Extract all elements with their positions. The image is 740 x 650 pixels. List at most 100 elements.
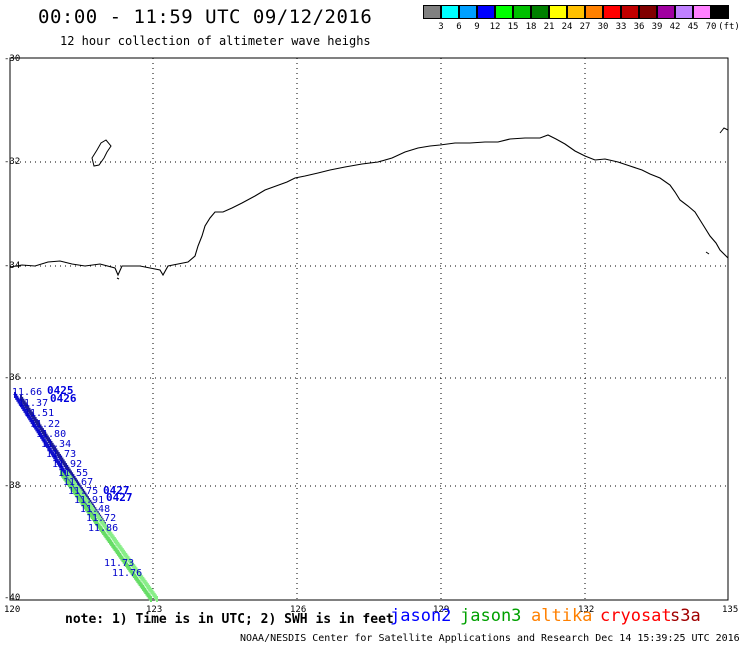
track-point	[69, 470, 72, 477]
track-point	[28, 414, 31, 421]
track-point	[140, 573, 143, 580]
track-point	[104, 524, 107, 531]
track-point	[23, 400, 26, 407]
track-point	[118, 551, 121, 558]
track-point	[63, 461, 66, 468]
track-point	[129, 567, 132, 574]
track-point	[145, 581, 148, 588]
color-scale-label: 21	[543, 22, 555, 32]
track-point	[99, 516, 102, 523]
track-point	[76, 490, 79, 497]
track-point	[135, 567, 138, 574]
track-point	[15, 393, 18, 400]
track-point	[57, 452, 60, 459]
track-point	[111, 541, 114, 548]
track-point	[113, 544, 116, 551]
track-point	[39, 424, 42, 431]
track-point	[131, 570, 134, 577]
track-point	[79, 489, 82, 496]
track-point	[121, 556, 124, 563]
track-point	[141, 575, 144, 582]
track-point	[55, 456, 58, 463]
lat-label: -30	[4, 54, 20, 64]
track-point	[136, 568, 139, 575]
track-point	[36, 427, 39, 434]
track-point	[85, 497, 88, 504]
color-swatch	[567, 5, 585, 19]
track-point	[73, 475, 76, 482]
track-point	[56, 450, 59, 457]
track-point	[63, 469, 66, 476]
track-point	[73, 481, 76, 488]
track-point	[60, 455, 63, 462]
color-scale-label: 18	[525, 22, 537, 32]
track-point	[156, 596, 158, 602]
track-point	[105, 525, 108, 532]
track-point	[117, 541, 120, 548]
track-point	[143, 586, 146, 593]
track-point	[34, 423, 37, 430]
track-point	[54, 455, 57, 462]
track-point	[71, 477, 74, 484]
track-point	[93, 516, 96, 523]
color-scale-bar	[423, 5, 729, 19]
track-point	[61, 466, 64, 473]
track-point	[50, 449, 53, 456]
track-point	[87, 500, 90, 507]
track-point	[128, 565, 131, 572]
track-point	[77, 485, 80, 492]
footer-note: note: 1) Time is in UTC; 2) SWH is in fe…	[65, 612, 394, 627]
track-point	[99, 525, 102, 532]
track-point	[134, 573, 137, 580]
map-gridlines	[10, 58, 728, 600]
track-point	[78, 492, 81, 499]
track-point	[48, 445, 51, 452]
track-point	[144, 580, 147, 587]
track-point	[82, 488, 85, 495]
swh-value: 11.55	[58, 468, 88, 479]
legend-altika: altika	[531, 606, 593, 626]
color-scale-label: 45	[687, 22, 699, 32]
color-swatch	[477, 5, 495, 19]
track-point	[16, 395, 19, 402]
track-point	[70, 476, 73, 483]
track-point	[88, 501, 91, 508]
color-scale-label: 36	[633, 22, 645, 32]
track-point	[148, 594, 151, 601]
swh-value: 11.75	[68, 486, 98, 497]
track-point	[94, 517, 97, 524]
track-point	[70, 484, 73, 491]
track-point	[32, 413, 35, 420]
track-point	[80, 490, 83, 497]
track-point	[154, 594, 157, 601]
color-scale-label: 24	[561, 22, 573, 32]
legend-jason2: jason2	[390, 606, 452, 626]
track-point	[83, 503, 86, 510]
color-scale-label: 33	[615, 22, 627, 32]
color-scale-label: 3	[438, 22, 444, 32]
track-point	[94, 509, 97, 516]
track-point	[146, 591, 149, 598]
track-point	[72, 482, 75, 489]
swh-value: 11.22	[30, 419, 60, 430]
swh-labels: 11.66 11.37 11.51 11.22 11.80 11.34 11.7…	[12, 387, 142, 579]
track-point	[113, 536, 116, 543]
track-point	[35, 425, 38, 432]
track-point	[14, 392, 16, 398]
lat-label: -38	[4, 481, 20, 491]
track-point	[81, 500, 84, 507]
track-point	[43, 438, 46, 445]
track-point	[40, 426, 43, 433]
track-point	[91, 505, 94, 512]
swh-value: 11.51	[24, 408, 54, 419]
track-point	[61, 471, 64, 478]
lat-label: -36	[4, 373, 20, 383]
track-point	[127, 564, 130, 571]
color-swatch	[711, 5, 729, 19]
color-swatch	[459, 5, 477, 19]
track-point	[89, 511, 92, 518]
track-point	[52, 451, 55, 458]
track-point	[38, 422, 41, 429]
lon-label: 129	[433, 605, 449, 615]
